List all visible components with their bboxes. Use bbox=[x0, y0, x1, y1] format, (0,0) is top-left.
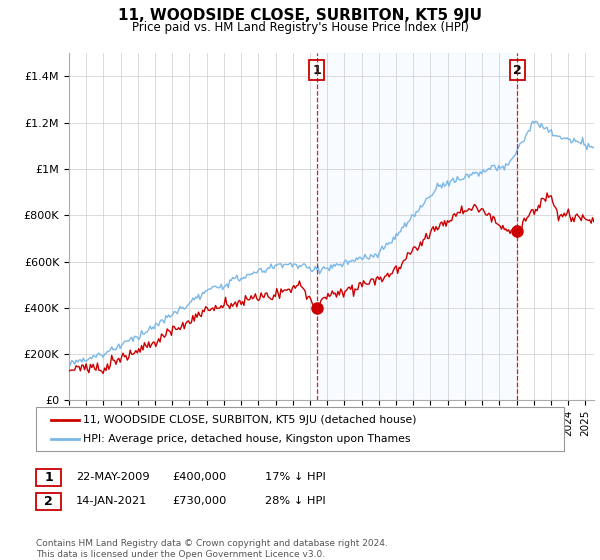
Text: 1: 1 bbox=[312, 64, 321, 77]
Text: 2: 2 bbox=[513, 64, 521, 77]
Text: 11, WOODSIDE CLOSE, SURBITON, KT5 9JU (detached house): 11, WOODSIDE CLOSE, SURBITON, KT5 9JU (d… bbox=[83, 415, 416, 425]
Text: £730,000: £730,000 bbox=[172, 496, 227, 506]
Text: Price paid vs. HM Land Registry's House Price Index (HPI): Price paid vs. HM Land Registry's House … bbox=[131, 21, 469, 34]
Bar bbox=[317, 53, 517, 400]
Text: 22-MAY-2009: 22-MAY-2009 bbox=[76, 472, 150, 482]
Text: 11, WOODSIDE CLOSE, SURBITON, KT5 9JU: 11, WOODSIDE CLOSE, SURBITON, KT5 9JU bbox=[118, 8, 482, 24]
Text: £400,000: £400,000 bbox=[172, 472, 226, 482]
Text: Contains HM Land Registry data © Crown copyright and database right 2024.
This d: Contains HM Land Registry data © Crown c… bbox=[36, 539, 388, 559]
Text: 17% ↓ HPI: 17% ↓ HPI bbox=[265, 472, 326, 482]
Text: 28% ↓ HPI: 28% ↓ HPI bbox=[265, 496, 326, 506]
Text: 14-JAN-2021: 14-JAN-2021 bbox=[76, 496, 148, 506]
Text: HPI: Average price, detached house, Kingston upon Thames: HPI: Average price, detached house, King… bbox=[83, 434, 410, 444]
Text: 2: 2 bbox=[44, 494, 53, 508]
Text: 1: 1 bbox=[44, 470, 53, 484]
